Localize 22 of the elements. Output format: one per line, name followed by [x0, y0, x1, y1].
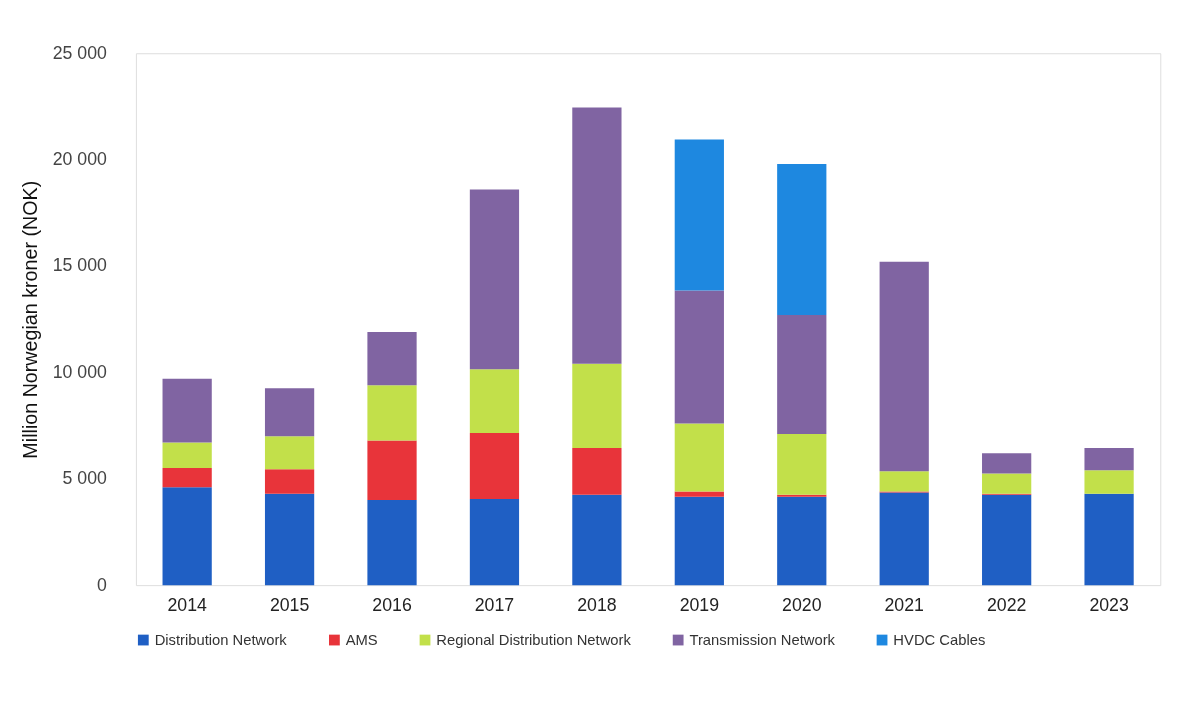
- x-tick-label: 2017: [474, 595, 515, 616]
- legend-label: Transmission Network: [689, 631, 836, 648]
- x-tick-label: 2022: [986, 595, 1027, 616]
- x-tick-label: 2015: [269, 595, 310, 616]
- y-tick-label: 15 000: [52, 255, 108, 276]
- y-tick-label: 0: [97, 574, 108, 595]
- y-tick-label: 10 000: [52, 361, 108, 382]
- legend-label: Distribution Network: [154, 631, 288, 648]
- x-tick-label: 2019: [679, 595, 720, 616]
- x-tick-label: 2018: [577, 595, 617, 616]
- legend-label: Regional Distribution Network: [436, 631, 632, 648]
- x-tick-label: 2020: [782, 595, 822, 616]
- x-tick-label: 2014: [167, 595, 207, 616]
- legend-label: HVDC Cables: [893, 631, 986, 648]
- x-tick-label: 2021: [884, 595, 924, 616]
- legend-label: AMS: [345, 631, 378, 648]
- y-tick-label: 5 000: [62, 468, 108, 489]
- x-tick-label: 2016: [372, 595, 412, 616]
- x-tick-label: 2023: [1089, 595, 1129, 616]
- y-tick-label: 25 000: [52, 42, 108, 63]
- y-axis-title: Million Norwegian kroner (NOK): [18, 180, 41, 459]
- y-tick-label: 20 000: [52, 149, 108, 170]
